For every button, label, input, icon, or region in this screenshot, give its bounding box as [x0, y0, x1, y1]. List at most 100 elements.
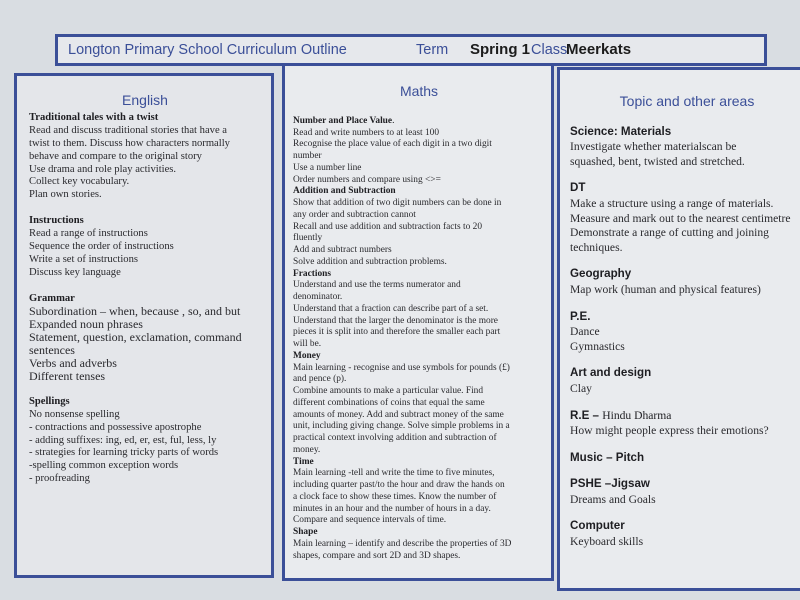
section-line: will be. — [293, 339, 322, 349]
school-title: Longton Primary School Curriculum Outlin… — [68, 42, 347, 58]
section-line: behave and compare to the original story — [29, 150, 202, 162]
section-line: Dance — [570, 325, 600, 339]
section-line: denominator. — [293, 292, 343, 302]
section-heading: Spellings — [29, 396, 261, 409]
topic-column: Topic and other areas Science: Materials… — [557, 67, 800, 591]
section-heading: Fractions — [293, 269, 545, 281]
section-heading: Science: Materials — [570, 125, 800, 140]
section-line: Recognise the place value of each digit … — [293, 139, 492, 150]
section-line: Read and discuss traditional stories tha… — [29, 124, 227, 136]
english-column: English Traditional tales with a twist Re… — [14, 73, 274, 578]
section-heading-text: Spellings — [29, 395, 70, 407]
section-heading-text: Science: Materials — [570, 124, 672, 138]
section-line: Order numbers and compare using <>= — [293, 174, 441, 185]
section-line: Understand that the larger the denominat… — [293, 315, 498, 326]
section-line: different combinations of coins that equ… — [293, 397, 485, 408]
section-heading: DT — [570, 181, 800, 196]
section-line: Different tenses — [29, 369, 106, 383]
section-line: Investigate whether materialscan be — [570, 140, 737, 154]
english-section: Spellings No nonsense spelling - contracti… — [29, 396, 261, 486]
topic-heading: Topic and other areas — [619, 93, 755, 109]
section-heading-text: Art and design — [570, 366, 652, 380]
section-heading-text: Number and Place Value — [293, 115, 393, 126]
section-line: Read and write numbers to at least 100 — [293, 127, 440, 138]
section-heading-text: DT — [570, 181, 586, 195]
section-line: Expanded noun phrases — [29, 317, 143, 332]
section-line: squashed, bent, twisted and stretched. — [570, 154, 745, 168]
section-line: Recall and use addition and subtraction … — [293, 221, 483, 232]
section-line: techniques. — [570, 240, 623, 254]
section-line: - adding suffixes: ing, ed, er, est, ful… — [29, 434, 217, 446]
section-heading: Traditional tales with a twist — [29, 112, 261, 125]
section-heading-text: Fractions — [293, 268, 332, 279]
section-heading: P.E. — [570, 310, 800, 325]
section-heading-suffix: Hindu Dharma — [602, 408, 672, 422]
section-line: twist to them. Discuss how characters no… — [29, 137, 230, 149]
maths-section: Money Main learning - recognise and use s… — [293, 351, 545, 457]
section-line: How might people express their emotions? — [570, 424, 769, 438]
section-heading: Computer — [570, 519, 800, 534]
section-line: any order and subtraction cannot — [293, 209, 416, 220]
section-heading-text: Money — [293, 350, 321, 361]
section-line: Use drama and role play activities. — [29, 163, 177, 175]
english-section: Traditional tales with a twist Read and d… — [29, 112, 261, 202]
section-line: Use a number line — [293, 162, 362, 173]
topic-section: Geography Map work (human and physical fe… — [570, 267, 800, 297]
english-section: Instructions Read a range of instructions… — [29, 215, 261, 280]
topic-section: Art and design Clay — [570, 366, 800, 396]
term-label: Term — [416, 42, 449, 58]
section-heading: Music – Pitch — [570, 451, 800, 466]
section-heading: Addition and Subtraction — [293, 186, 545, 198]
section-line: fluently — [293, 233, 323, 244]
section-line: - strategies for learning tricky parts o… — [29, 447, 219, 459]
section-line: money. — [293, 444, 321, 455]
section-line: shapes, compare and sort 2D and 3D shape… — [293, 550, 461, 561]
maths-section: Number and Place Value. Read and write nu… — [293, 116, 545, 187]
maths-section: Fractions Understand and use the terms nu… — [293, 269, 545, 351]
section-heading: Number and Place Value. — [293, 116, 545, 128]
section-line: Keyboard skills — [570, 535, 644, 549]
section-line: Solve addition and subtraction problems. — [293, 256, 447, 267]
english-section: Grammar Subordination – when, because , s… — [29, 293, 261, 383]
section-line: Dreams and Goals — [570, 492, 656, 506]
section-heading: Grammar — [29, 293, 261, 306]
topic-section: PSHE –Jigsaw Dreams and Goals — [570, 477, 800, 507]
section-heading-text: PSHE –Jigsaw — [570, 477, 650, 491]
section-line: Add and subtract numbers — [293, 245, 392, 255]
class-value: Meerkats — [566, 41, 632, 58]
section-line: - contractions and possessive apostrophe — [29, 421, 202, 433]
section-line: Read a range of instructions — [29, 228, 148, 240]
section-line: practical context involving addition and… — [293, 433, 497, 443]
section-line: Statement, question, exclamation, comman… — [29, 330, 242, 345]
section-heading-text: Shape — [293, 527, 318, 537]
section-heading: Art and design — [570, 366, 800, 381]
section-line: Write a set of instructions — [29, 253, 139, 265]
section-line: Understand that a fraction can describe … — [293, 303, 489, 314]
section-line: Clay — [570, 381, 592, 395]
section-line: Compare and sequence intervals of time. — [293, 515, 447, 526]
section-line: a clock face to show these times. Know t… — [293, 491, 497, 502]
section-heading-text: Geography — [570, 267, 632, 281]
section-heading: Geography — [570, 267, 800, 282]
section-line: sentences — [29, 343, 75, 358]
section-heading-text: Computer — [570, 519, 625, 533]
section-heading-text: Time — [293, 456, 314, 467]
section-heading-text: R.E – — [570, 408, 603, 422]
section-line: Sequence the order of instructions — [29, 240, 174, 252]
section-line: Understand and use the terms numerator a… — [293, 280, 461, 291]
section-heading-text: Instructions — [29, 215, 84, 227]
topic-section: R.E – Hindu Dharma How might people expre… — [570, 409, 800, 439]
section-heading-text: Traditional tales with a twist — [29, 111, 159, 123]
section-line: No nonsense spelling — [29, 408, 120, 420]
section-heading-text: Grammar — [29, 292, 75, 304]
topic-section: DT Make a structure using a range of mate… — [570, 181, 800, 255]
section-line: pieces it is split into and therefore th… — [293, 327, 501, 338]
section-line: - proofreading — [29, 473, 90, 485]
section-heading: Money — [293, 351, 545, 363]
section-line: Show that addition of two digit numbers … — [293, 198, 502, 208]
section-line: Plan own stories. — [29, 189, 102, 201]
section-heading: Shape — [293, 527, 545, 539]
maths-heading: Maths — [399, 83, 439, 99]
section-line: amounts of money. Add and subtract money… — [293, 409, 504, 420]
section-line: Collect key vocabulary. — [29, 176, 130, 188]
